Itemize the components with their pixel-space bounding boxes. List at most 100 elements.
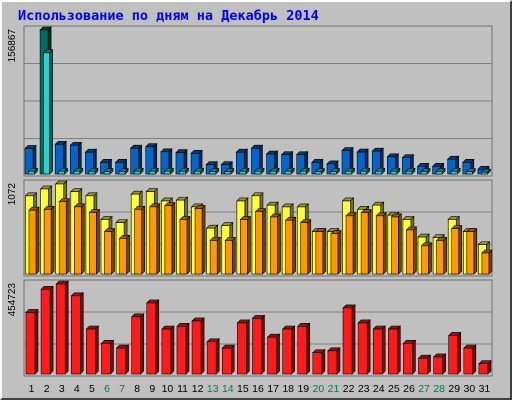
visits-bar-side [111, 227, 115, 275]
day-tick-label: 2 [44, 383, 50, 395]
visits-bar [73, 206, 82, 275]
files-bar [239, 170, 247, 175]
visits-bar-side [398, 213, 402, 275]
day-tick-label: 13 [207, 383, 219, 395]
files-bar [254, 170, 262, 175]
kbytes-bar [463, 347, 474, 375]
kbytes-bar [116, 347, 126, 375]
files-bar [481, 171, 488, 175]
visits-bar-side [307, 218, 312, 275]
kbytes-bar-side [261, 314, 265, 375]
kbytes-bar [433, 356, 443, 375]
visits-bar-side [171, 201, 176, 275]
day-tick-label: 8 [134, 383, 140, 395]
files-bar-side [49, 49, 53, 175]
visits-bar [421, 245, 429, 275]
kbytes-bar-side [412, 339, 416, 375]
kbytes-bar [267, 336, 277, 375]
visits-bar [104, 231, 112, 275]
day-tick-label: 26 [403, 383, 415, 395]
visits-bar [406, 229, 414, 275]
kbytes-bar-side [95, 325, 99, 375]
day-tick-label: 12 [192, 383, 204, 395]
day-tick-label: 7 [119, 383, 125, 395]
day-tick-label: 3 [59, 383, 65, 395]
day-tick-label: 14 [222, 383, 234, 395]
kbytes-bar [55, 283, 66, 375]
files-bar [375, 170, 383, 175]
visits-bar [436, 240, 444, 275]
kbytes-bar [191, 320, 202, 375]
visits-bar [134, 209, 142, 275]
kbytes-bar [25, 312, 36, 375]
visits-bar-side [35, 206, 40, 275]
visits-bar [224, 240, 233, 275]
kbytes-bar-side [140, 313, 144, 375]
files-bar [209, 171, 216, 175]
kbytes-bar-side [79, 292, 84, 375]
visits-bar-side [126, 234, 130, 275]
files-bar [299, 170, 307, 175]
visits-bar [391, 216, 399, 275]
kbytes-bar [131, 316, 141, 375]
files-bar [435, 171, 443, 175]
kbytes-bar-side [442, 353, 446, 375]
kbytes-bar [70, 295, 81, 375]
visits-bar [330, 233, 339, 275]
visits-bar-side [337, 229, 342, 275]
visits-bar-side [80, 203, 85, 275]
kbytes-bar [101, 343, 111, 375]
day-tick-label: 30 [464, 383, 476, 395]
visits-bar-side [382, 212, 387, 275]
kbytes-bar-side [215, 338, 220, 375]
kbytes-bar [146, 302, 157, 375]
visits-bar [164, 205, 173, 275]
kbytes-bar-side [230, 344, 235, 375]
day-tick-label: 18 [282, 383, 294, 395]
day-tick-label: 4 [74, 383, 80, 395]
max-value-label: 1072 [7, 183, 18, 206]
visits-bar-side [277, 213, 281, 275]
visits-bar [43, 209, 52, 275]
visits-bar-side [443, 236, 447, 275]
kbytes-bar [403, 343, 413, 375]
visits-bar-side [141, 205, 145, 275]
files-bar [330, 171, 337, 175]
kbytes-bar-side [321, 348, 326, 375]
visits-bar [315, 231, 324, 275]
kbytes-bar-side [34, 308, 39, 375]
kbytes-bar [252, 318, 262, 375]
visits-bar [179, 219, 188, 275]
files-bar [103, 171, 111, 175]
kbytes-bar [312, 352, 323, 375]
files-bar [58, 170, 65, 175]
day-tick-label: 6 [104, 383, 110, 395]
visits-bar [300, 222, 309, 275]
kbytes-bar-side [276, 333, 280, 375]
day-tick-label: 19 [297, 383, 309, 395]
files-bar [315, 171, 322, 175]
kbytes-bar-side [246, 319, 250, 375]
visits-bar [270, 216, 278, 275]
files-bar [224, 171, 232, 175]
day-tick-label: 28 [433, 383, 445, 395]
visits-bar-side [473, 227, 478, 275]
day-tick-label: 1 [29, 383, 35, 395]
visits-bar [58, 201, 67, 275]
files-bar [345, 170, 352, 175]
visits-bar-side [247, 215, 251, 275]
files-bar [390, 170, 398, 175]
kbytes-bar-side [64, 280, 69, 375]
max-value-label: 454723 [7, 283, 18, 317]
visits-bar [451, 228, 460, 275]
kbytes-bar-side [110, 339, 114, 375]
files-bar [194, 170, 201, 175]
kbytes-bar-side [306, 322, 311, 375]
visits-bar-side [186, 215, 191, 275]
day-tick-label: 23 [358, 383, 370, 395]
files-bar [148, 170, 156, 175]
day-tick-label: 5 [89, 383, 95, 395]
visits-bar [360, 212, 369, 275]
visits-bar-side [201, 204, 206, 275]
